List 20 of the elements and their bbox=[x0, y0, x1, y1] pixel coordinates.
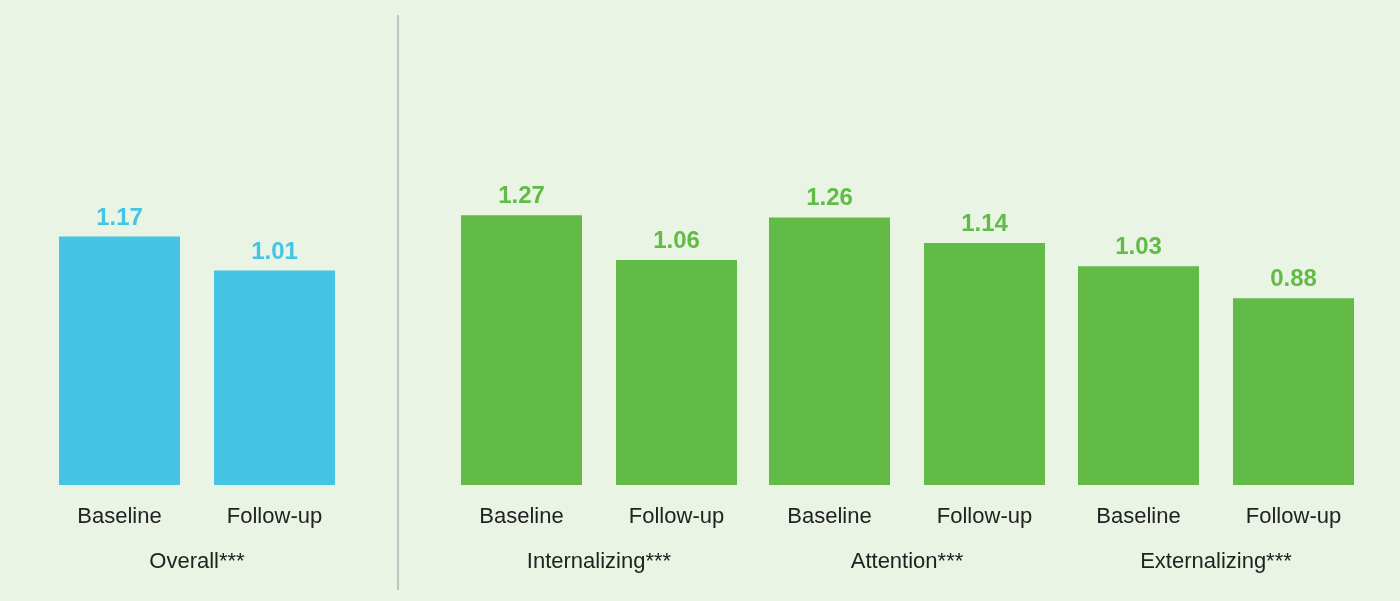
x-tick-label: Baseline bbox=[479, 502, 564, 528]
x-tick-label: Follow-up bbox=[1245, 502, 1342, 528]
x-tick-label: Follow-up bbox=[628, 502, 725, 528]
x-tick-label: Baseline bbox=[77, 502, 162, 528]
data-label: 1.03 bbox=[1115, 232, 1162, 260]
data-label: 1.26 bbox=[806, 183, 853, 211]
x-axis-title: Overall*** bbox=[149, 548, 246, 573]
x-tick-label: Baseline bbox=[1096, 502, 1181, 528]
x-tick-label: Follow-up bbox=[226, 502, 323, 528]
data-label: 1.14 bbox=[961, 208, 1009, 236]
x-axis-title: Attention*** bbox=[850, 548, 964, 573]
data-label: 1.17 bbox=[96, 202, 143, 230]
x-tick-label: Baseline bbox=[787, 502, 872, 528]
data-label: 1.27 bbox=[498, 181, 545, 209]
x-axis-title: Externalizing*** bbox=[1140, 548, 1293, 573]
data-label: 0.88 bbox=[1270, 264, 1317, 292]
x-axis-title: Internalizing*** bbox=[526, 548, 672, 573]
x-tick-label: Follow-up bbox=[936, 502, 1033, 528]
data-label: 1.06 bbox=[653, 225, 700, 253]
data-label: 1.01 bbox=[251, 236, 298, 264]
